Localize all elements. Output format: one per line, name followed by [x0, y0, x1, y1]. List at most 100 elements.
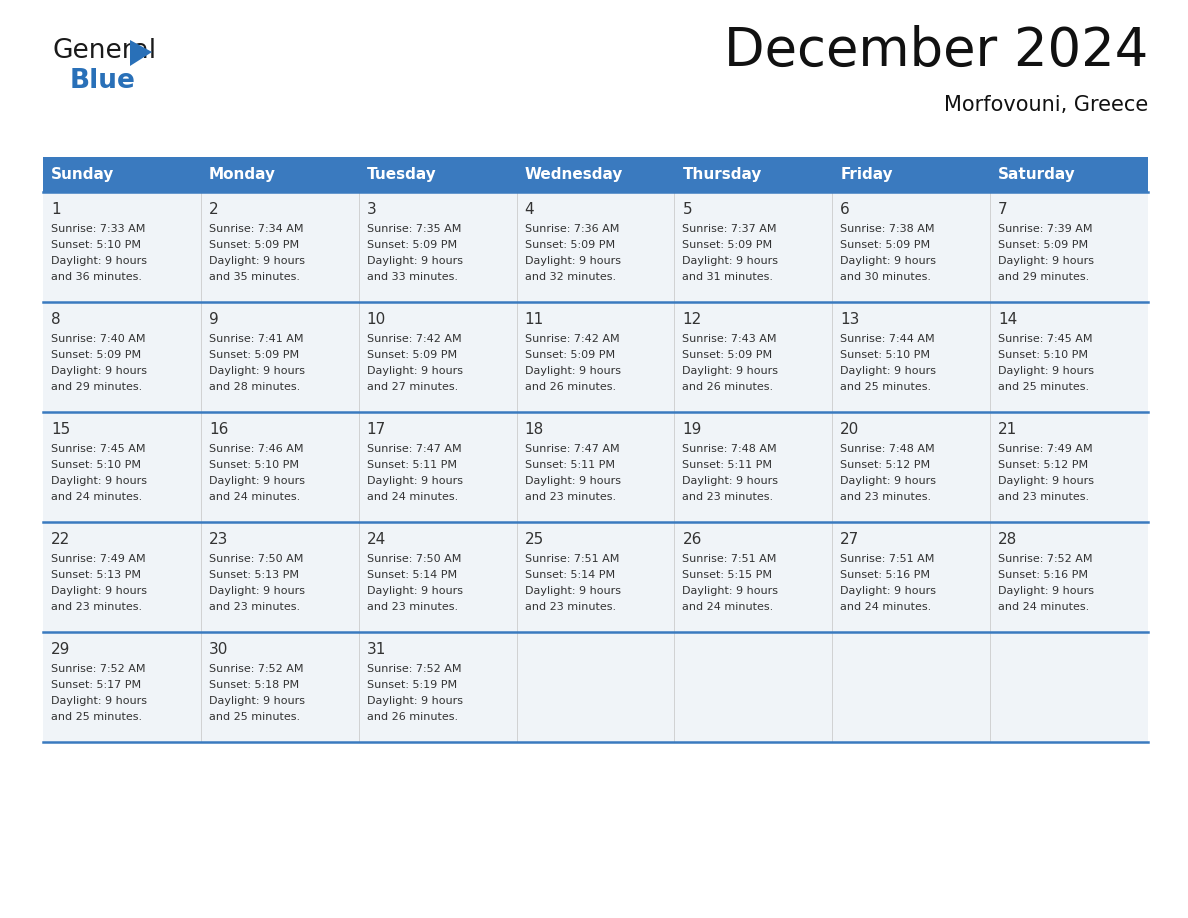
Text: Sunrise: 7:39 AM: Sunrise: 7:39 AM: [998, 224, 1093, 234]
Text: Sunset: 5:13 PM: Sunset: 5:13 PM: [51, 570, 141, 580]
Text: Sunrise: 7:51 AM: Sunrise: 7:51 AM: [840, 554, 935, 564]
Text: Sunrise: 7:35 AM: Sunrise: 7:35 AM: [367, 224, 461, 234]
Text: Sunset: 5:10 PM: Sunset: 5:10 PM: [840, 350, 930, 360]
Text: Sunset: 5:09 PM: Sunset: 5:09 PM: [51, 350, 141, 360]
Text: Sunset: 5:16 PM: Sunset: 5:16 PM: [998, 570, 1088, 580]
Text: and 24 minutes.: and 24 minutes.: [51, 492, 143, 502]
Bar: [201, 522, 359, 632]
Text: Daylight: 9 hours: Daylight: 9 hours: [209, 476, 305, 486]
Text: Sunset: 5:14 PM: Sunset: 5:14 PM: [367, 570, 457, 580]
Text: Sunrise: 7:41 AM: Sunrise: 7:41 AM: [209, 334, 303, 344]
Bar: [517, 157, 675, 192]
Text: 28: 28: [998, 532, 1017, 547]
Bar: [517, 412, 675, 522]
Bar: [990, 632, 1148, 742]
Text: 17: 17: [367, 422, 386, 437]
Bar: [990, 412, 1148, 522]
Bar: [517, 632, 675, 742]
Text: Blue: Blue: [70, 68, 135, 94]
Text: 21: 21: [998, 422, 1017, 437]
Text: and 31 minutes.: and 31 minutes.: [682, 272, 773, 282]
Text: 29: 29: [51, 642, 70, 657]
Text: Daylight: 9 hours: Daylight: 9 hours: [51, 366, 147, 376]
Bar: [43, 157, 201, 192]
Text: Daylight: 9 hours: Daylight: 9 hours: [525, 586, 620, 596]
Text: 13: 13: [840, 312, 860, 327]
Text: Sunrise: 7:45 AM: Sunrise: 7:45 AM: [51, 444, 145, 454]
Text: Sunset: 5:17 PM: Sunset: 5:17 PM: [51, 680, 141, 690]
Text: 9: 9: [209, 312, 219, 327]
Text: Sunrise: 7:37 AM: Sunrise: 7:37 AM: [682, 224, 777, 234]
Text: 3: 3: [367, 202, 377, 217]
Text: Sunset: 5:11 PM: Sunset: 5:11 PM: [682, 460, 772, 470]
Text: Daylight: 9 hours: Daylight: 9 hours: [998, 256, 1094, 266]
Text: Daylight: 9 hours: Daylight: 9 hours: [209, 696, 305, 706]
Text: Daylight: 9 hours: Daylight: 9 hours: [51, 256, 147, 266]
Text: Sunrise: 7:51 AM: Sunrise: 7:51 AM: [682, 554, 777, 564]
Text: 1: 1: [51, 202, 61, 217]
Text: Sunrise: 7:45 AM: Sunrise: 7:45 AM: [998, 334, 1093, 344]
Text: and 24 minutes.: and 24 minutes.: [998, 602, 1089, 612]
Bar: [359, 157, 517, 192]
Text: Sunset: 5:18 PM: Sunset: 5:18 PM: [209, 680, 299, 690]
Text: and 32 minutes.: and 32 minutes.: [525, 272, 615, 282]
Bar: [833, 192, 990, 302]
Text: Sunrise: 7:44 AM: Sunrise: 7:44 AM: [840, 334, 935, 344]
Text: Daylight: 9 hours: Daylight: 9 hours: [998, 476, 1094, 486]
Text: Sunrise: 7:52 AM: Sunrise: 7:52 AM: [998, 554, 1093, 564]
Bar: [43, 302, 201, 412]
Text: Sunrise: 7:52 AM: Sunrise: 7:52 AM: [51, 664, 145, 674]
Text: and 23 minutes.: and 23 minutes.: [51, 602, 143, 612]
Text: Sunset: 5:10 PM: Sunset: 5:10 PM: [209, 460, 299, 470]
Text: Daylight: 9 hours: Daylight: 9 hours: [525, 366, 620, 376]
Text: Sunset: 5:09 PM: Sunset: 5:09 PM: [682, 350, 772, 360]
Bar: [675, 412, 833, 522]
Text: 27: 27: [840, 532, 860, 547]
Bar: [517, 302, 675, 412]
Bar: [359, 412, 517, 522]
Bar: [201, 192, 359, 302]
Text: Sunset: 5:09 PM: Sunset: 5:09 PM: [840, 240, 930, 250]
Text: 7: 7: [998, 202, 1007, 217]
Text: Daylight: 9 hours: Daylight: 9 hours: [367, 476, 462, 486]
Text: Daylight: 9 hours: Daylight: 9 hours: [367, 586, 462, 596]
Bar: [990, 302, 1148, 412]
Text: Sunrise: 7:48 AM: Sunrise: 7:48 AM: [840, 444, 935, 454]
Text: Sunset: 5:09 PM: Sunset: 5:09 PM: [525, 350, 614, 360]
Text: 18: 18: [525, 422, 544, 437]
Text: Sunrise: 7:42 AM: Sunrise: 7:42 AM: [525, 334, 619, 344]
Bar: [990, 192, 1148, 302]
Bar: [990, 157, 1148, 192]
Bar: [675, 302, 833, 412]
Text: Sunday: Sunday: [51, 167, 114, 182]
Bar: [359, 192, 517, 302]
Text: 31: 31: [367, 642, 386, 657]
Bar: [43, 522, 201, 632]
Text: Daylight: 9 hours: Daylight: 9 hours: [367, 366, 462, 376]
Text: Friday: Friday: [840, 167, 893, 182]
Text: 14: 14: [998, 312, 1017, 327]
Bar: [675, 192, 833, 302]
Text: Sunrise: 7:36 AM: Sunrise: 7:36 AM: [525, 224, 619, 234]
Bar: [201, 302, 359, 412]
Text: Daylight: 9 hours: Daylight: 9 hours: [525, 476, 620, 486]
Text: Sunset: 5:13 PM: Sunset: 5:13 PM: [209, 570, 299, 580]
Text: and 23 minutes.: and 23 minutes.: [367, 602, 457, 612]
Text: 6: 6: [840, 202, 851, 217]
Bar: [201, 632, 359, 742]
Text: and 29 minutes.: and 29 minutes.: [51, 382, 143, 392]
Text: Sunset: 5:09 PM: Sunset: 5:09 PM: [209, 240, 299, 250]
Text: December 2024: December 2024: [723, 25, 1148, 77]
Text: 4: 4: [525, 202, 535, 217]
Text: Sunrise: 7:51 AM: Sunrise: 7:51 AM: [525, 554, 619, 564]
Text: Saturday: Saturday: [998, 167, 1076, 182]
Text: Daylight: 9 hours: Daylight: 9 hours: [998, 366, 1094, 376]
Text: Daylight: 9 hours: Daylight: 9 hours: [51, 476, 147, 486]
Bar: [675, 522, 833, 632]
Text: Sunrise: 7:43 AM: Sunrise: 7:43 AM: [682, 334, 777, 344]
Text: and 24 minutes.: and 24 minutes.: [840, 602, 931, 612]
Text: 22: 22: [51, 532, 70, 547]
Text: Daylight: 9 hours: Daylight: 9 hours: [682, 366, 778, 376]
Text: 10: 10: [367, 312, 386, 327]
Text: 2: 2: [209, 202, 219, 217]
